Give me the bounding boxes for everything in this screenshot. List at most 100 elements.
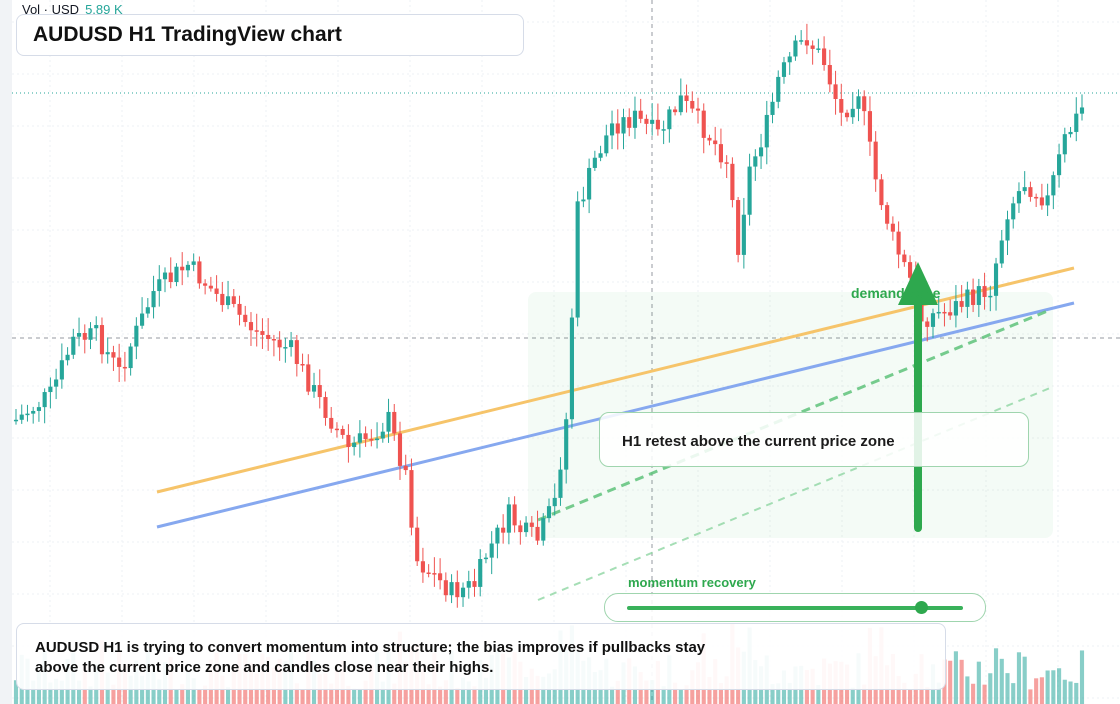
- candle-body: [392, 411, 397, 434]
- candle-body: [237, 303, 242, 315]
- candle-body: [168, 272, 173, 283]
- candle-body: [879, 179, 884, 206]
- volume-legend-value: 5.89 K: [85, 2, 123, 17]
- candle-body: [839, 98, 844, 113]
- candle-body: [673, 109, 678, 113]
- candle-body: [323, 397, 328, 418]
- volume-bar: [180, 684, 185, 704]
- candle-body: [885, 205, 890, 224]
- candle-body: [151, 291, 156, 308]
- momentum-slider-thumb[interactable]: [914, 601, 928, 614]
- candle-body: [844, 112, 850, 118]
- candle-body: [191, 261, 196, 265]
- volume-bar: [925, 687, 930, 704]
- volume-bar: [13, 680, 19, 704]
- candle-body: [208, 285, 213, 289]
- candle-body: [867, 111, 873, 142]
- candle-body: [277, 339, 282, 348]
- volume-bar: [1068, 681, 1073, 704]
- volume-bar: [197, 689, 202, 704]
- candle-body: [942, 311, 947, 314]
- candle-body: [420, 561, 425, 573]
- candle-body: [764, 114, 769, 148]
- candle-body: [266, 334, 271, 339]
- volume-bar: [392, 683, 397, 704]
- candle-body: [638, 110, 643, 119]
- bullish-arrow-head: [898, 262, 938, 305]
- chart-title: AUDUSD H1 TradingView chart: [16, 14, 524, 56]
- candle-body: [231, 296, 236, 304]
- candle-body: [1039, 197, 1044, 206]
- candle-body: [369, 439, 374, 441]
- candle-body: [31, 410, 36, 414]
- candle-body: [283, 347, 288, 349]
- candle-body: [999, 240, 1004, 264]
- candle-body: [248, 322, 254, 331]
- volume-bar: [300, 689, 305, 704]
- candle-body: [94, 325, 99, 329]
- candle-body: [48, 386, 53, 393]
- volume-bar: [787, 682, 792, 704]
- volume-bar: [999, 658, 1004, 704]
- volume-bar: [850, 687, 855, 704]
- candle-body: [1074, 113, 1079, 132]
- candle-body: [1057, 154, 1062, 176]
- candle-body: [581, 199, 586, 202]
- candle-body: [306, 364, 311, 392]
- volume-bar: [352, 688, 357, 704]
- volume-bar: [466, 681, 471, 704]
- candle-body: [455, 582, 460, 598]
- candle-body: [501, 527, 506, 533]
- volume-bar: [426, 684, 431, 704]
- volume-bar: [59, 680, 64, 704]
- candle-body: [506, 504, 511, 533]
- candle-body: [718, 144, 723, 163]
- volume-bar: [443, 680, 448, 704]
- volume-bar: [191, 678, 196, 704]
- retest-callout: H1 retest above the current price zone: [599, 412, 1029, 467]
- candle-body: [592, 157, 597, 168]
- volume-bar: [707, 676, 712, 704]
- candle-body: [575, 201, 580, 318]
- volume-bar: [936, 682, 941, 704]
- candle-body: [489, 543, 494, 558]
- candle-body: [1068, 131, 1073, 135]
- candle-body: [655, 119, 660, 130]
- candle-body: [1011, 203, 1016, 220]
- volume-bar: [770, 684, 775, 704]
- demand-zone-label: demand zone: [851, 285, 941, 301]
- candle-body: [76, 333, 82, 337]
- volume-bar: [953, 651, 958, 704]
- candle-body: [930, 313, 936, 327]
- candle-body: [1034, 196, 1039, 199]
- candle-body: [1045, 195, 1050, 206]
- candle-body: [185, 264, 190, 271]
- candle-body: [449, 582, 454, 596]
- candle-body: [965, 289, 970, 307]
- candle-body: [971, 289, 976, 305]
- retest-callout-text: H1 retest above the current price zone: [622, 433, 895, 450]
- candle-body: [466, 581, 471, 588]
- candle-body: [925, 321, 930, 327]
- volume-bar: [1062, 679, 1067, 704]
- candle-body: [36, 407, 41, 411]
- candle-body: [472, 581, 477, 587]
- candle-body: [340, 428, 345, 435]
- volume-bar: [959, 659, 964, 704]
- candle-body: [736, 200, 741, 255]
- candle-body: [627, 117, 632, 128]
- volume-bar: [678, 689, 683, 704]
- candle-body: [518, 525, 523, 533]
- volume-bar: [615, 680, 620, 704]
- candle-body: [495, 527, 500, 544]
- momentum-slider[interactable]: [604, 593, 986, 622]
- candle-body: [833, 84, 838, 99]
- candle-body: [988, 295, 993, 298]
- candle-body: [707, 137, 712, 141]
- volume-bar: [650, 680, 655, 704]
- volume-bar: [472, 686, 477, 704]
- candle-body: [311, 385, 317, 392]
- candle-body: [747, 166, 752, 215]
- volume-bar: [644, 680, 649, 704]
- candle-body: [661, 129, 666, 131]
